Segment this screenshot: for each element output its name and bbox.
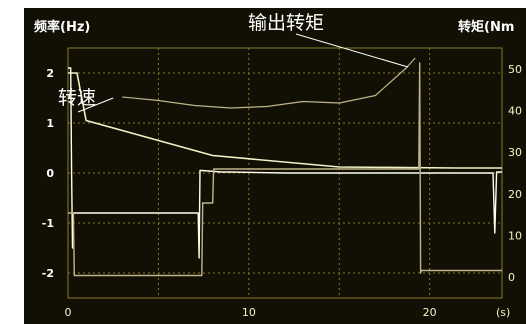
x-tick-label: 10 [242, 306, 256, 319]
annotation-leader-torque [295, 33, 409, 68]
left-tick-label: 0 [46, 167, 54, 180]
right-tick-label: 20 [508, 188, 522, 201]
right-tick-label: 30 [508, 146, 522, 159]
annotation-speed: 转速 [58, 87, 96, 109]
grid-lines [24, 8, 526, 324]
series-line [68, 62, 502, 277]
right-tick-label: 10 [508, 230, 522, 243]
left-axis-label: 频率(Hz) [34, 19, 90, 35]
x-tick-label: 20 [423, 306, 437, 319]
series-line [122, 57, 416, 109]
x-axis-ticks: 0 10 20 (s) [65, 306, 511, 319]
left-tick-label: 1 [46, 117, 54, 130]
scope-frame [24, 8, 526, 324]
annotation-leader-speed [77, 97, 114, 113]
left-tick-label: -2 [42, 267, 54, 280]
series-line [68, 67, 502, 259]
x-tick-label: 0 [65, 306, 72, 319]
trace-group [68, 57, 502, 277]
right-axis-ticks: 50 40 30 20 10 0 [508, 63, 522, 284]
x-axis-unit: (s) [496, 306, 510, 319]
right-tick-label: 0 [508, 271, 515, 284]
annotation-group: 转速 [58, 33, 409, 113]
left-tick-label: -1 [42, 217, 54, 230]
left-axis-ticks: 2 1 0 -1 -2 [42, 67, 55, 280]
right-tick-label: 50 [508, 63, 522, 76]
left-tick-label: 2 [46, 67, 54, 80]
series-line [68, 72, 502, 169]
right-axis-label: 转矩(Nm [458, 19, 514, 35]
right-tick-label: 40 [508, 105, 522, 118]
chart-title: 输出转矩 [248, 12, 324, 34]
